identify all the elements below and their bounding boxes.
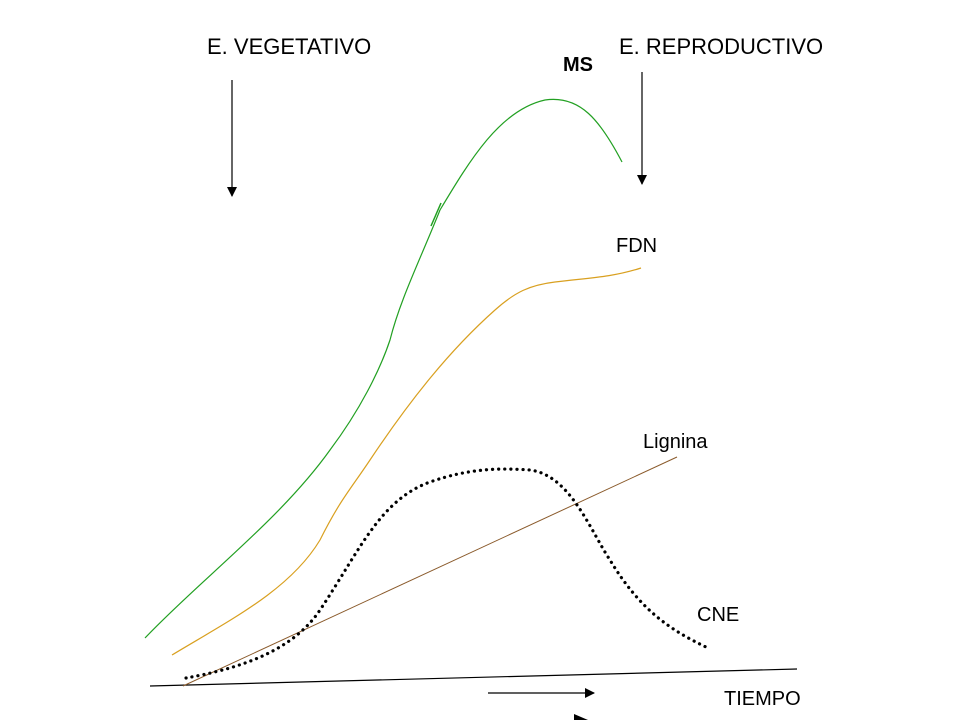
fdn-curve xyxy=(171,267,642,656)
label-tiempo: TIEMPO xyxy=(724,688,801,710)
label-vegetativo: E. VEGETATIVO xyxy=(207,34,372,59)
label-cne: CNE xyxy=(697,604,740,626)
label-fdn: FDN xyxy=(616,235,658,257)
tiempo-arrow-cut-icon xyxy=(574,714,588,720)
label-reproductivo: E. REPRODUCTIVO xyxy=(619,34,824,59)
time-axis xyxy=(149,668,798,687)
lignina-line xyxy=(182,456,678,687)
label-lignina: Lignina xyxy=(643,431,708,453)
ms-curve-tick xyxy=(430,202,442,227)
label-ms: MS xyxy=(563,54,593,76)
cne-curve xyxy=(184,467,710,680)
ms-curve xyxy=(144,98,623,639)
